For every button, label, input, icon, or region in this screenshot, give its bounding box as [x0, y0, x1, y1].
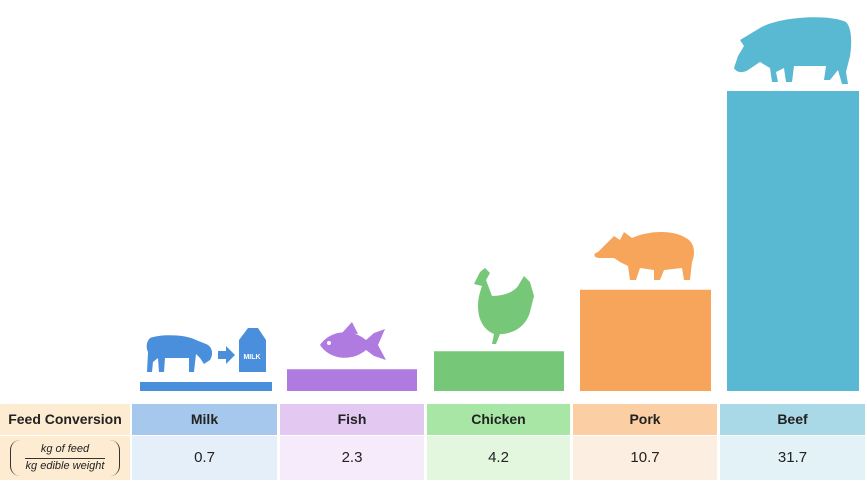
bar-chicken	[434, 351, 564, 391]
unit-fraction: kg of feed kg edible weight	[10, 440, 120, 476]
feed-conversion-chart: MILK	[140, 17, 859, 391]
fraction-numerator: kg of feed	[40, 443, 90, 455]
chicken-icon	[474, 268, 534, 344]
bar-fish	[287, 369, 417, 391]
header-cell-pork: Pork	[573, 404, 717, 435]
value-cell-milk: 0.7	[132, 436, 277, 480]
value-cell-pork: 10.7	[573, 436, 717, 480]
value-cell-beef: 31.7	[720, 436, 865, 480]
header-cell-chicken: Chicken	[427, 404, 570, 435]
cow-icon	[734, 17, 852, 85]
fraction-line	[25, 458, 105, 459]
header-cell-milk: Milk	[132, 404, 277, 435]
pig-icon	[594, 232, 694, 280]
value-cell-fish: 2.3	[280, 436, 424, 480]
milk-carton-label: MILK	[243, 354, 260, 361]
value-cell-chicken: 4.2	[427, 436, 570, 480]
bar-pork	[580, 289, 711, 391]
cow-to-milk-carton-icon: MILK	[146, 328, 266, 372]
header-cell-fish: Fish	[280, 404, 424, 435]
metric-title-cell: Feed Conversion	[0, 404, 130, 435]
fraction-denominator: kg edible weight	[25, 460, 105, 472]
header-cell-beef: Beef	[720, 404, 865, 435]
metric-unit-cell: kg of feed kg edible weight	[0, 436, 130, 480]
fish-icon	[320, 322, 386, 360]
metric-title: Feed Conversion	[8, 411, 122, 427]
bar-beef	[727, 91, 859, 391]
bar-milk	[140, 382, 272, 391]
chart-area: MILK	[140, 17, 859, 391]
